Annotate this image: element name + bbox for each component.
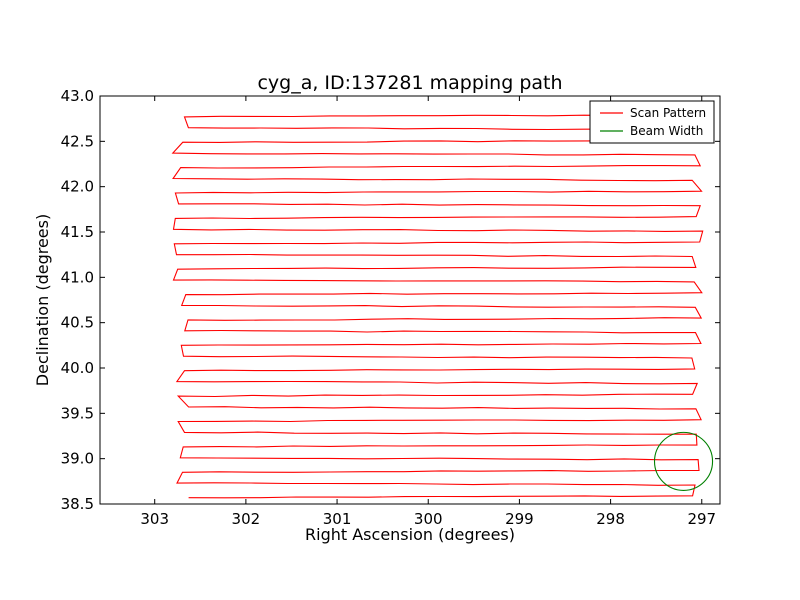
y-tick-label: 41.5 — [61, 223, 94, 241]
y-axis-title: Declination (degrees) — [33, 214, 52, 386]
scan-pattern-line — [171, 114, 704, 499]
x-tick-label: 299 — [505, 510, 534, 528]
plot-area — [171, 114, 714, 499]
y-tick-label: 41.0 — [61, 268, 94, 286]
x-tick-label: 300 — [414, 510, 443, 528]
y-tick-label: 42.5 — [61, 132, 94, 150]
chart-title: cyg_a, ID:137281 mapping path — [257, 72, 562, 94]
x-tick-label: 303 — [140, 510, 169, 528]
axis-ticks: 303 302 301 300 299 298 297 38.5 39.0 39.5 40.0 40.… — [61, 87, 720, 528]
x-tick-label: 302 — [232, 510, 261, 528]
beam-width-circle — [653, 431, 714, 491]
x-tick-label: 297 — [687, 510, 716, 528]
y-tick-label: 40.5 — [61, 314, 94, 332]
y-tick-label: 43.0 — [61, 87, 94, 105]
x-tick-label: 301 — [323, 510, 352, 528]
x-tick-label: 298 — [596, 510, 625, 528]
x-axis-title: Right Ascension (degrees) — [305, 525, 515, 544]
legend-box — [589, 100, 715, 144]
y-tick-label: 38.5 — [61, 495, 94, 513]
plot-frame — [99, 95, 721, 505]
y-tick-label: 42.0 — [61, 178, 94, 196]
y-tick-label: 39.0 — [61, 450, 94, 468]
y-tick-label: 40.0 — [61, 359, 94, 377]
legend-label-beam-width: Beam Width — [630, 124, 703, 138]
legend: Scan Pattern Beam Width — [589, 100, 715, 144]
legend-label-scan-pattern: Scan Pattern — [630, 106, 706, 120]
y-tick-label: 39.5 — [61, 404, 94, 422]
